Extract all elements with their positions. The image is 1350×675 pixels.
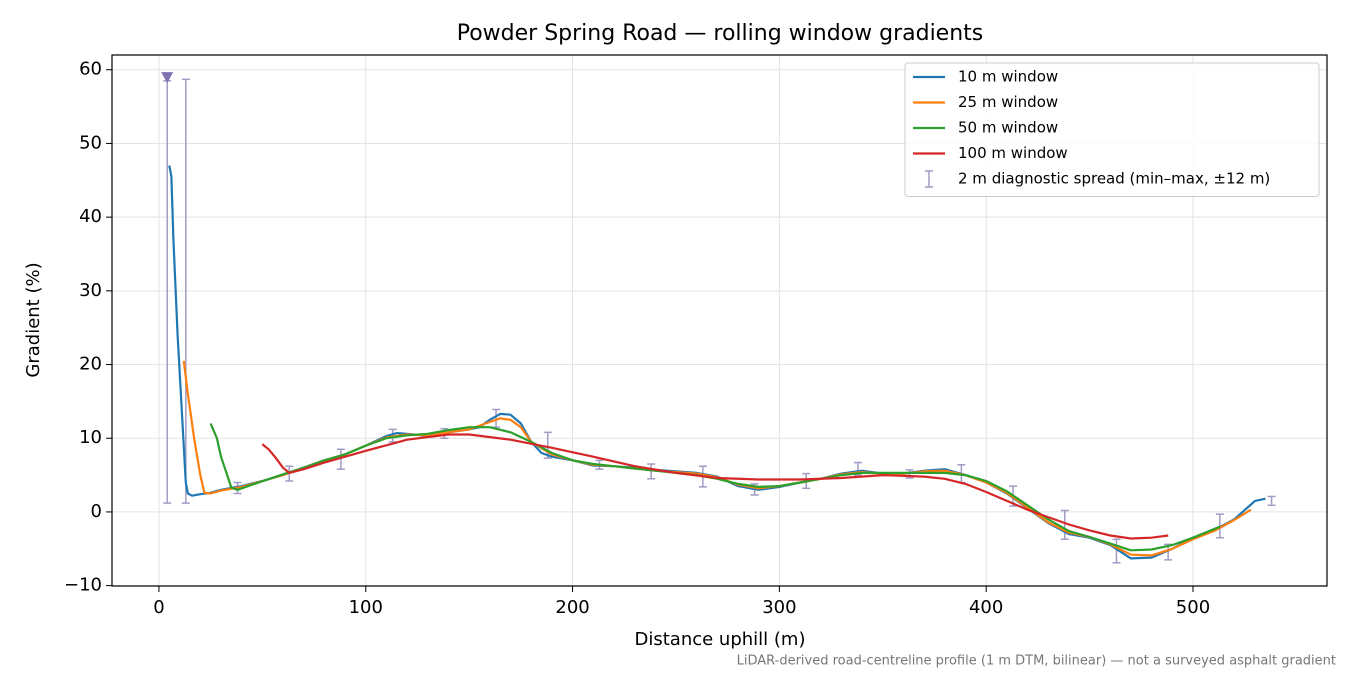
error-bar	[1112, 538, 1121, 564]
chart-title: Powder Spring Road — rolling window grad…	[457, 21, 984, 46]
legend-label: 25 m window	[958, 93, 1058, 111]
x-tick-label: 200	[555, 597, 589, 618]
error-bar	[181, 78, 190, 504]
x-tick-label: 300	[762, 597, 796, 618]
y-tick-label: 10	[79, 427, 102, 448]
y-axis-label: Gradient (%)	[23, 262, 44, 377]
y-tick-label: 50	[79, 132, 102, 153]
y-tick-label: 20	[79, 354, 102, 375]
y-tick-label: 0	[91, 501, 102, 522]
series-line	[209, 423, 1221, 552]
error-bar	[163, 80, 172, 504]
x-axis-label: Distance uphill (m)	[635, 629, 806, 650]
x-tick-label: 0	[153, 597, 164, 618]
error-bar	[543, 431, 552, 459]
error-bar	[647, 463, 656, 480]
legend-label: 10 m window	[958, 68, 1058, 86]
clip-marker	[161, 72, 174, 84]
legend-box	[904, 62, 1320, 197]
series-line	[261, 433, 1169, 540]
y-tick-label: 60	[79, 59, 102, 80]
error-bar	[1060, 509, 1069, 540]
x-tick-label: 500	[1176, 597, 1210, 618]
x-tick-label: 100	[349, 597, 383, 618]
y-tick-label: 30	[79, 280, 102, 301]
error-bar	[336, 448, 345, 470]
series-line	[168, 165, 1266, 560]
legend-label: 2 m diagnostic spread (min–max, ±12 m)	[958, 170, 1270, 188]
legend-label: 100 m window	[958, 144, 1068, 162]
y-tick-label: −10	[64, 575, 102, 596]
y-tick-label: 40	[79, 206, 102, 227]
error-bar	[1267, 495, 1276, 507]
plot-frame	[111, 54, 1328, 587]
legend-label: 50 m window	[958, 119, 1058, 137]
footnote: LiDAR-derived road-centreline profile (1…	[737, 654, 1336, 669]
x-tick-label: 400	[969, 597, 1003, 618]
